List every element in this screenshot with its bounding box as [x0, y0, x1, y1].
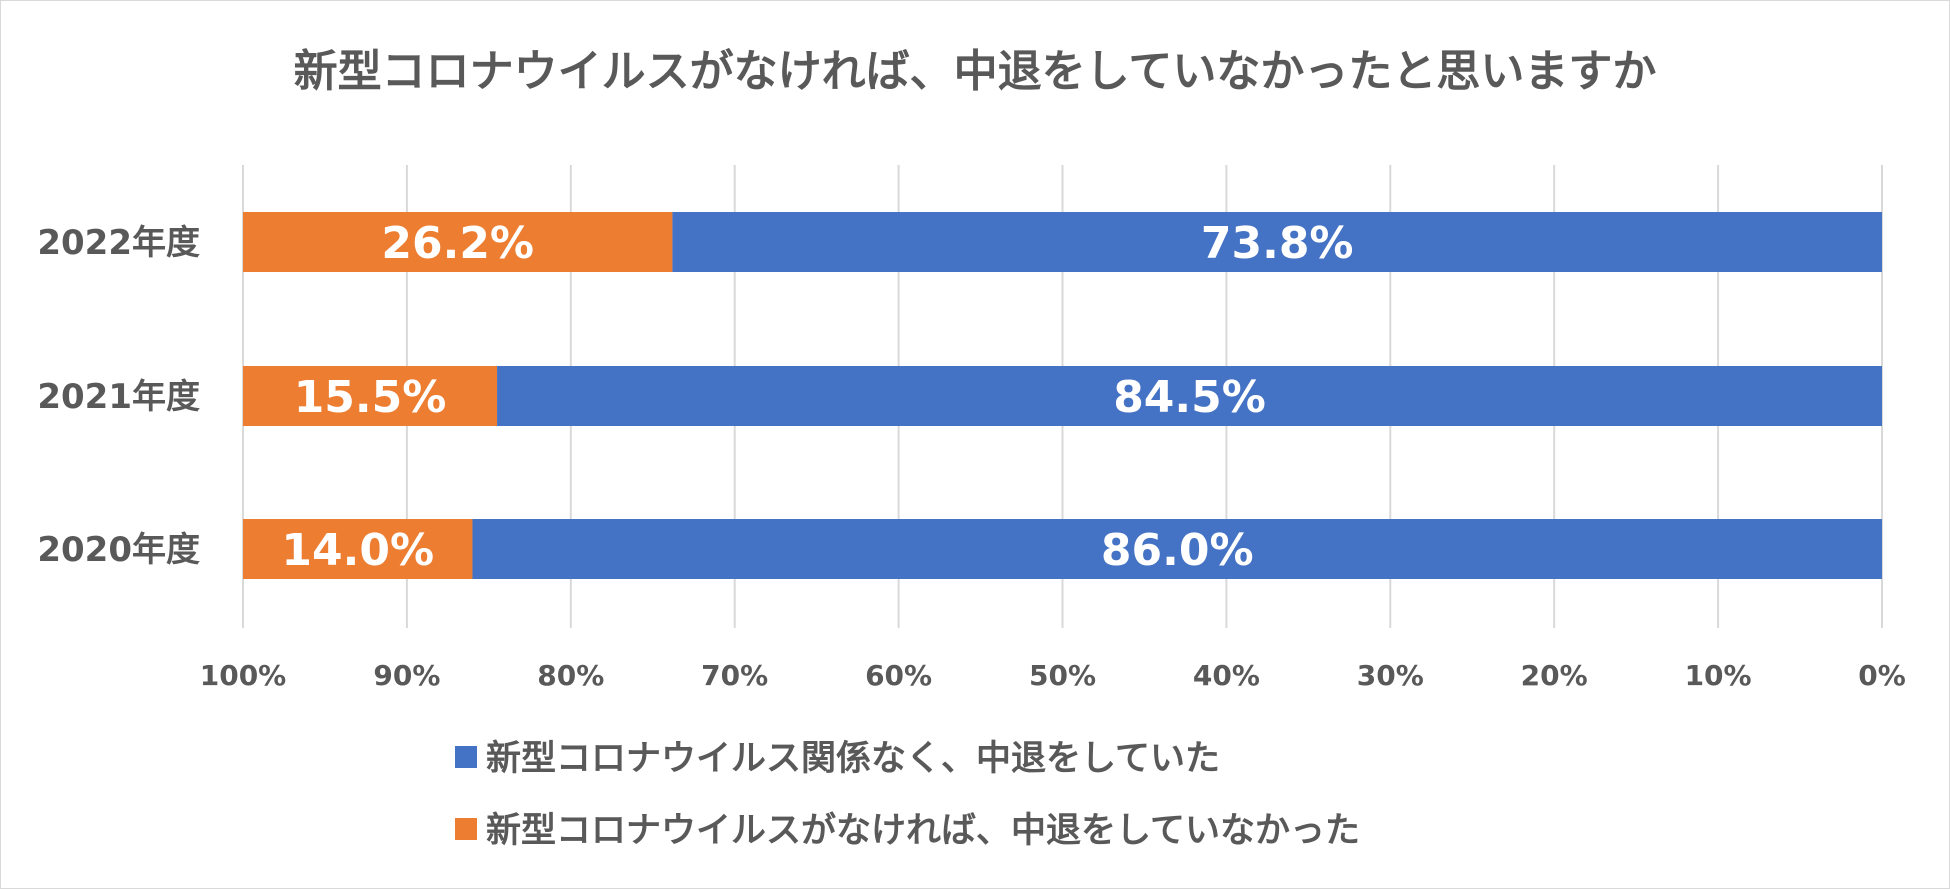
data-label-blue: 84.5% — [1113, 372, 1266, 423]
data-label-blue: 73.8% — [1201, 218, 1354, 269]
x-tick-label: 60% — [865, 659, 932, 692]
x-tick-label: 40% — [1193, 659, 1260, 692]
legend-swatch — [455, 746, 477, 768]
category-label: 2020年度 — [37, 530, 200, 570]
x-tick-label: 10% — [1685, 659, 1752, 692]
bar-segment-blue — [672, 212, 1883, 272]
legend-swatch — [455, 818, 477, 840]
x-axis-tick-labels: 100% 90% 80% 70% 60% 50% 40% 30% 20% 10% 0% — [200, 659, 1906, 692]
data-label-orange: 26.2% — [381, 218, 534, 269]
x-tick-label: 90% — [373, 659, 440, 692]
bar-segment-orange — [243, 212, 673, 272]
legend: 新型コロナウイルス関係なく、中退をしていた新型コロナウイルスがなければ、中退をし… — [455, 739, 1360, 851]
x-tick-label: 70% — [701, 659, 768, 692]
bar-segment-orange — [243, 519, 473, 579]
chart-title: 新型コロナウイルスがなければ、中退をしていなかったと思いますか — [294, 46, 1657, 97]
category-labels: 2022年度 2021年度 2020年度 — [37, 223, 200, 570]
legend-label: 新型コロナウイルスがなければ、中退をしていなかった — [486, 811, 1360, 851]
x-tick-label: 0% — [1858, 659, 1906, 692]
legend-label: 新型コロナウイルス関係なく、中退をしていた — [486, 739, 1220, 779]
x-tick-label: 20% — [1521, 659, 1588, 692]
x-tick-label: 30% — [1357, 659, 1424, 692]
bar-segment-blue — [472, 519, 1883, 579]
data-label-orange: 14.0% — [281, 525, 434, 576]
bars: 26.2% 73.8% 15.5% 84.5% 14.0% 86.0% — [243, 212, 1883, 579]
x-tick-label: 80% — [537, 659, 604, 692]
data-label-orange: 15.5% — [294, 372, 447, 423]
category-label: 2022年度 — [37, 223, 200, 263]
x-tick-label: 100% — [200, 659, 287, 692]
category-label: 2021年度 — [37, 377, 200, 417]
bar-segment-blue — [497, 366, 1882, 426]
data-label-blue: 86.0% — [1101, 525, 1254, 576]
x-tick-label: 50% — [1029, 659, 1096, 692]
bar-segment-orange — [243, 366, 498, 426]
